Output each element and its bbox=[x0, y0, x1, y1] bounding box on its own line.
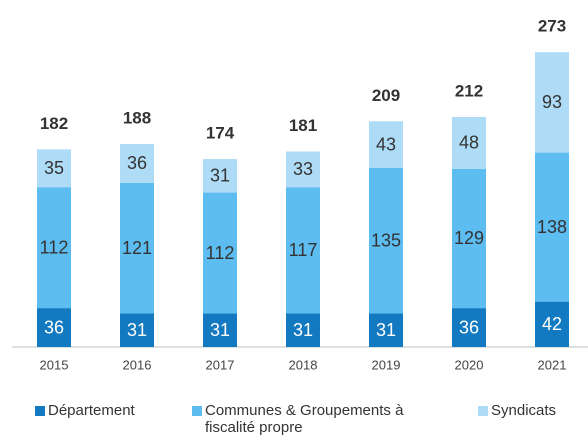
plot: 36 112 35 182 2015 31 121 36 188 2016 31 112 31 174 20… bbox=[12, 17, 588, 372]
legend-item: Communes & Groupements à fiscalité propr… bbox=[192, 402, 452, 436]
bar-segment bbox=[369, 121, 403, 168]
x-tick-label: 2017 bbox=[206, 357, 235, 372]
data-label: 117 bbox=[289, 240, 318, 260]
bar-segment bbox=[203, 313, 237, 347]
data-label: 31 bbox=[210, 166, 230, 186]
data-label: 31 bbox=[210, 320, 230, 340]
legend-label: Département bbox=[48, 402, 135, 419]
legend-label: Syndicats bbox=[491, 402, 557, 419]
bar-segment bbox=[120, 182, 154, 314]
bar-segment bbox=[120, 313, 154, 347]
data-label: 36 bbox=[127, 153, 147, 173]
bar-segment bbox=[286, 151, 320, 188]
bar-segment bbox=[452, 116, 486, 169]
data-label: 33 bbox=[293, 159, 313, 179]
data-label: 48 bbox=[459, 133, 479, 153]
total-label: 182 bbox=[40, 114, 68, 133]
legend: Département Communes & Groupements à fisc… bbox=[0, 402, 588, 443]
bar-segment bbox=[369, 167, 403, 314]
bar-segment bbox=[120, 143, 154, 183]
data-label: 112 bbox=[206, 243, 235, 263]
legend-swatch bbox=[35, 406, 45, 416]
legend-label: Communes & Groupements à fiscalité propr… bbox=[205, 402, 404, 436]
data-label: 35 bbox=[44, 158, 64, 178]
data-label: 112 bbox=[40, 237, 69, 257]
data-label: 36 bbox=[44, 317, 64, 337]
legend-item: Département bbox=[35, 402, 165, 419]
bar-segment bbox=[452, 308, 486, 347]
total-label: 188 bbox=[123, 108, 151, 127]
data-label: 43 bbox=[376, 134, 396, 154]
total-label: 174 bbox=[206, 124, 235, 143]
x-tick-label: 2021 bbox=[538, 357, 567, 372]
legend-item: Syndicats bbox=[478, 402, 588, 419]
total-label: 209 bbox=[372, 86, 400, 105]
bar-segment bbox=[203, 159, 237, 193]
data-label: 129 bbox=[454, 228, 484, 248]
data-label: 135 bbox=[371, 230, 401, 250]
x-tick-label: 2015 bbox=[40, 357, 69, 372]
data-label: 121 bbox=[122, 238, 152, 258]
x-tick-label: 2019 bbox=[372, 357, 401, 372]
x-tick-label: 2016 bbox=[123, 357, 152, 372]
bar-segment bbox=[452, 168, 486, 309]
bar-segment bbox=[535, 301, 569, 347]
bar-segment bbox=[535, 52, 569, 153]
bar-segment bbox=[37, 149, 71, 188]
bar-segment bbox=[369, 313, 403, 347]
bar-segment bbox=[286, 313, 320, 347]
x-tick-label: 2020 bbox=[455, 357, 484, 372]
total-label: 212 bbox=[455, 81, 483, 100]
total-label: 273 bbox=[538, 17, 566, 36]
data-label: 42 bbox=[542, 314, 562, 334]
bar-segment bbox=[37, 308, 71, 347]
data-label: 31 bbox=[127, 320, 147, 340]
bar-segment bbox=[203, 192, 237, 314]
bar-segment bbox=[37, 187, 71, 309]
data-label: 36 bbox=[459, 317, 479, 337]
data-label: 31 bbox=[293, 320, 313, 340]
legend-swatch bbox=[478, 406, 488, 416]
data-label: 31 bbox=[376, 320, 396, 340]
data-label: 138 bbox=[537, 217, 567, 237]
bar-segment bbox=[286, 187, 320, 314]
total-label: 181 bbox=[289, 116, 317, 135]
data-label: 93 bbox=[542, 92, 562, 112]
x-tick-label: 2018 bbox=[289, 357, 318, 372]
legend-swatch bbox=[192, 406, 202, 416]
bar-segment bbox=[535, 152, 569, 302]
